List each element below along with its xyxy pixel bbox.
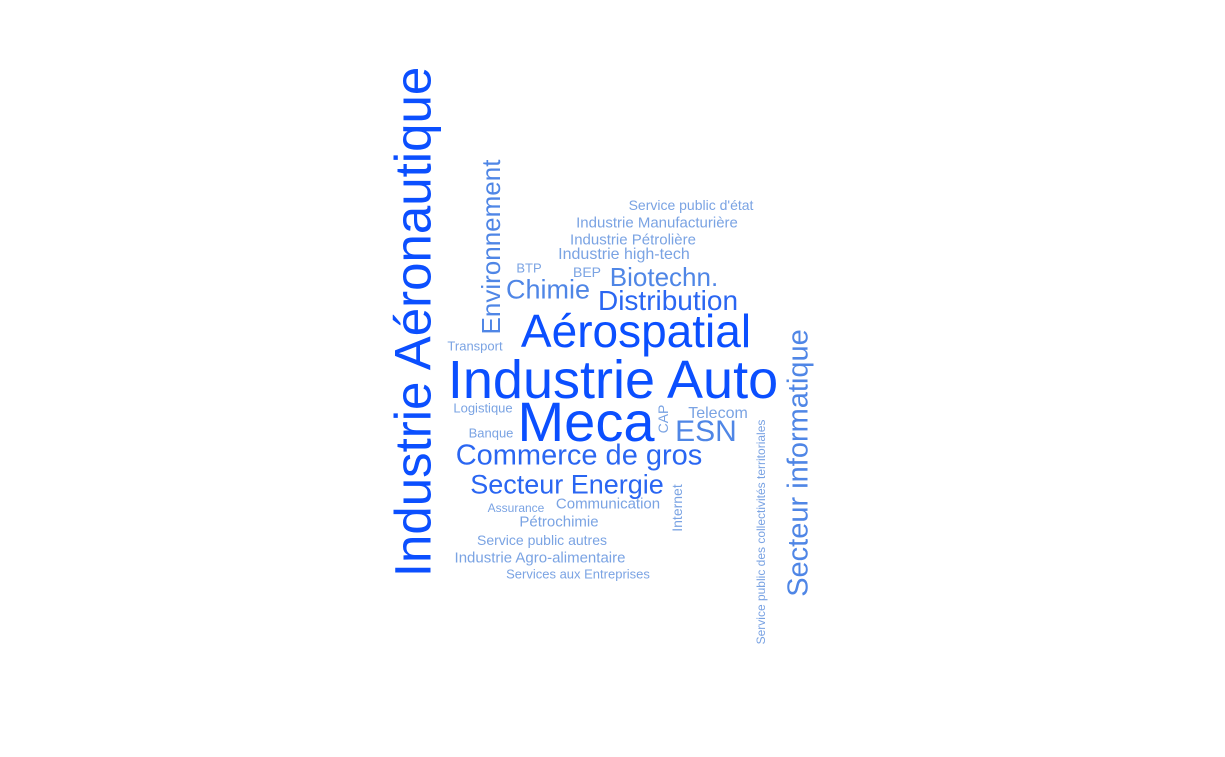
word-logistique: Logistique: [453, 402, 512, 415]
word-btp: BTP: [516, 262, 541, 275]
word-communication: Communication: [556, 497, 660, 512]
word-industrie-high-tech: Industrie high-tech: [558, 247, 690, 263]
word-transport: Transport: [447, 340, 502, 353]
word-industrie-manufacturiere: Industrie Manufacturière: [576, 216, 738, 231]
word-cap: CAP: [656, 405, 670, 434]
word-telecom: Telecom: [688, 406, 748, 422]
word-secteur-informatique: Secteur informatique: [785, 329, 814, 597]
word-assurance: Assurance: [488, 502, 545, 514]
word-industrie-petroliere: Industrie Pétrolière: [570, 233, 696, 248]
word-commerce-de-gros: Commerce de gros: [456, 442, 703, 471]
word-banque: Banque: [469, 427, 514, 440]
word-industrie-agro-alimentaire: Industrie Agro-alimentaire: [455, 551, 626, 566]
word-secteur-energie: Secteur Energie: [470, 472, 664, 499]
word-petrochimie: Pétrochimie: [519, 515, 598, 530]
word-internet: Internet: [670, 484, 684, 531]
word-service-public-autres: Service public autres: [477, 533, 607, 547]
word-environnement: Environnement: [478, 160, 504, 335]
word-chimie: Chimie: [506, 277, 590, 304]
word-biotechn: Biotechn.: [610, 264, 718, 290]
word-service-public-etat: Service public d'état: [629, 198, 754, 212]
word-services-aux-entreprises: Services aux Entreprises: [506, 568, 650, 581]
word-industrie-aeronautique: Industrie Aéronautique: [388, 67, 439, 577]
word-bep: BEP: [573, 265, 601, 279]
word-service-public-collectivites: Service public des collectivités territo…: [755, 420, 767, 645]
